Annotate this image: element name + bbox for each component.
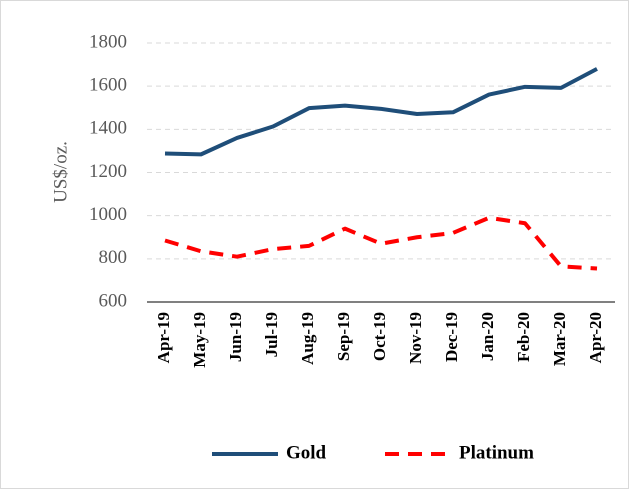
y-tick-label: 1800 xyxy=(89,31,127,52)
y-tick-label: 1200 xyxy=(89,161,127,182)
y-tick-label: 600 xyxy=(99,290,128,311)
legend-label: Platinum xyxy=(459,442,534,463)
x-tick-label: Oct-19 xyxy=(370,312,389,361)
x-tick-label: Sep-19 xyxy=(334,312,353,361)
x-tick-label: Jun-19 xyxy=(226,312,245,362)
line-series xyxy=(164,215,598,271)
y-tick-label: 1600 xyxy=(89,75,127,96)
x-tick-label: Feb-20 xyxy=(514,312,533,362)
x-tick-label: May-19 xyxy=(190,312,209,368)
line-series xyxy=(164,67,598,157)
y-tick-label: 1000 xyxy=(89,204,127,225)
x-tick-label: Nov-19 xyxy=(406,312,425,364)
x-tick-label: Aug-19 xyxy=(298,312,317,365)
x-tick-label: Mar-20 xyxy=(550,312,569,366)
x-tick-label: Jan-20 xyxy=(478,312,497,361)
x-tick-label: Jul-19 xyxy=(262,312,281,357)
y-tick-label: 1400 xyxy=(89,118,127,139)
x-tick-label: Dec-19 xyxy=(442,312,461,362)
legend-label: Gold xyxy=(286,442,327,463)
x-tick-label: Apr-20 xyxy=(586,312,605,363)
x-tick-label: Apr-19 xyxy=(154,312,173,363)
y-tick-label: 800 xyxy=(99,247,128,268)
y-axis-label: US$/oz. xyxy=(50,141,71,203)
